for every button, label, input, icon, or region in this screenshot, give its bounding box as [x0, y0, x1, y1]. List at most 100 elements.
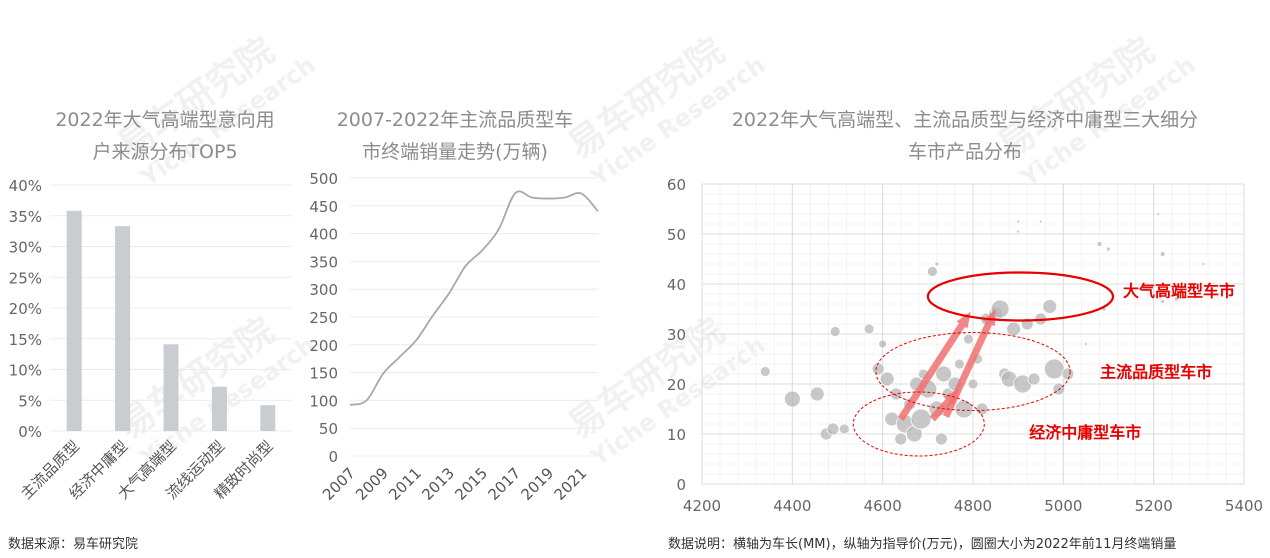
line-y-tick-label: 50	[319, 420, 338, 438]
bar-y-tick-label: 0%	[18, 423, 42, 441]
scatter-x-tick-label: 4400	[773, 497, 811, 515]
scatter-y-tick-label: 40	[667, 276, 686, 294]
scatter-bubble	[934, 261, 940, 267]
scatter-bubble	[954, 358, 965, 370]
scatter-bubble	[1043, 358, 1065, 380]
scatter-x-tick-label: 4600	[864, 497, 902, 515]
bar-y-tick-label: 10%	[9, 362, 42, 380]
line-y-tick-label: 500	[309, 170, 338, 188]
scatter-bubble	[1016, 219, 1021, 224]
line-chart-title: 2007-2022年主流品质型车 市终端销量走势(万辆)	[315, 104, 595, 168]
bar	[260, 405, 276, 431]
bar	[66, 210, 82, 431]
scatter-bubble	[783, 390, 801, 408]
scatter-bubble	[1160, 299, 1166, 304]
trend-arrow	[929, 389, 960, 422]
line-x-tick-label: 2013	[418, 464, 458, 504]
bar-y-tick-label: 5%	[18, 392, 42, 410]
scatter-bubble	[809, 386, 825, 402]
line-x-tick-label: 2011	[385, 464, 425, 504]
segment-ellipse	[852, 391, 985, 457]
scatter-bubble	[910, 408, 932, 430]
scatter-y-tick-label: 50	[667, 226, 686, 244]
scatter-x-tick-label: 4200	[683, 497, 721, 515]
bar-y-tick-label: 20%	[9, 300, 42, 318]
scatter-bubble	[1156, 212, 1161, 216]
bar-chart-title-line-1: 2022年大气高端型意向用	[55, 109, 275, 131]
scatter-chart-title-line-1: 2022年大气高端型、主流品质型与经济中庸型三大细分	[731, 109, 1199, 131]
segment-label: 主流品质型车市	[1100, 363, 1212, 382]
bar-y-tick-label: 35%	[9, 208, 42, 226]
scatter-x-tick-label: 4800	[954, 497, 992, 515]
scatter-bubble	[934, 432, 948, 446]
scatter-bubble	[954, 399, 974, 419]
scatter-bubble	[1201, 262, 1206, 266]
scatter-chart: 0 10 20 30 40 50 60 4200 4400 4600 4800 5000 5200 540…	[667, 176, 1263, 515]
source-note: 数据来源：易车研究院	[8, 537, 139, 552]
scatter-bubble	[1027, 372, 1041, 386]
scatter-bubble	[1038, 219, 1043, 224]
scatter-y-tick-label: 30	[667, 326, 686, 344]
scatter-bubble	[1016, 229, 1021, 234]
scatter-bubble	[975, 402, 989, 416]
line-x-tick-label: 2007	[319, 464, 359, 504]
scatter-bubble	[863, 323, 875, 335]
scatter-bubble	[1061, 367, 1075, 381]
scatter-bubble	[879, 371, 895, 387]
bar	[211, 386, 227, 431]
scatter-bubble	[894, 432, 908, 446]
segment-label: 经济中庸型车市	[1029, 423, 1141, 442]
axis-note: 数据说明：横轴为车长(MM)，纵轴为指导价(万元)，圆圈大小为2022年前11月…	[668, 537, 1177, 552]
bar	[115, 226, 131, 431]
line-y-tick-label: 100	[309, 392, 338, 410]
line-y-tick-label: 0	[328, 448, 338, 466]
scatter-bubble	[990, 299, 1010, 319]
line-chart: 0501001502002503003504004505002007200920…	[309, 170, 599, 504]
bar-y-tick-label: 30%	[9, 239, 42, 257]
line-x-tick-label: 2015	[451, 464, 491, 504]
line-x-tick-label: 2009	[352, 464, 392, 504]
scatter-x-tick-label: 5000	[1044, 497, 1082, 515]
scatter-bubble	[1159, 251, 1166, 257]
scatter-bubble	[926, 266, 938, 277]
scatter-x-tick-label: 5200	[1135, 497, 1173, 515]
trend-arrow-shape	[897, 311, 971, 421]
line-y-tick-label: 300	[309, 281, 338, 299]
bar	[163, 344, 179, 431]
scatter-y-tick-label: 60	[667, 176, 686, 194]
scatter-bubble	[889, 387, 903, 401]
scatter-bubble	[1042, 299, 1058, 314]
scatter-bubble	[871, 362, 885, 376]
scatter-x-tick-label: 5400	[1225, 497, 1263, 515]
line-y-tick-label: 250	[309, 309, 338, 327]
scatter-bubble	[838, 423, 850, 435]
scatter-bubble	[935, 365, 953, 383]
scatter-bubble	[1006, 321, 1022, 337]
segment-label: 大气高端型车市	[1123, 282, 1235, 301]
bar-y-tick-label: 40%	[9, 177, 42, 195]
scatter-bubble	[1096, 241, 1103, 247]
line-chart-title-line-1: 2007-2022年主流品质型车	[336, 109, 574, 131]
line-y-tick-label: 450	[309, 198, 338, 216]
scatter-bubble	[1173, 296, 1179, 302]
bar-chart-title: 2022年大气高端型意向用 户来源分布TOP5	[20, 104, 310, 168]
bar-y-tick-label: 15%	[9, 331, 42, 349]
scatter-y-tick-label: 0	[676, 476, 686, 494]
sales-line	[349, 190, 599, 406]
line-y-tick-label: 350	[309, 253, 338, 271]
scatter-bubble	[878, 339, 888, 349]
segment-ellipse	[875, 332, 1071, 411]
line-y-tick-label: 150	[309, 365, 338, 383]
bar-y-tick-label: 25%	[9, 269, 42, 287]
scatter-bubble	[826, 422, 840, 436]
segment-ellipse	[926, 271, 1115, 322]
scatter-bubble	[967, 378, 979, 390]
bar-chart-title-line-2: 户来源分布TOP5	[92, 141, 238, 163]
scatter-bubble	[1106, 246, 1111, 252]
bar-chart: 0%5%10%15%20%25%30%35%40%主流品质型经济中庸型大气高端型…	[9, 177, 292, 503]
line-x-tick-label: 2021	[551, 464, 591, 504]
line-y-tick-label: 200	[309, 337, 338, 355]
line-y-tick-label: 400	[309, 226, 338, 244]
scatter-y-tick-label: 20	[667, 376, 686, 394]
scatter-bubble	[963, 333, 974, 345]
